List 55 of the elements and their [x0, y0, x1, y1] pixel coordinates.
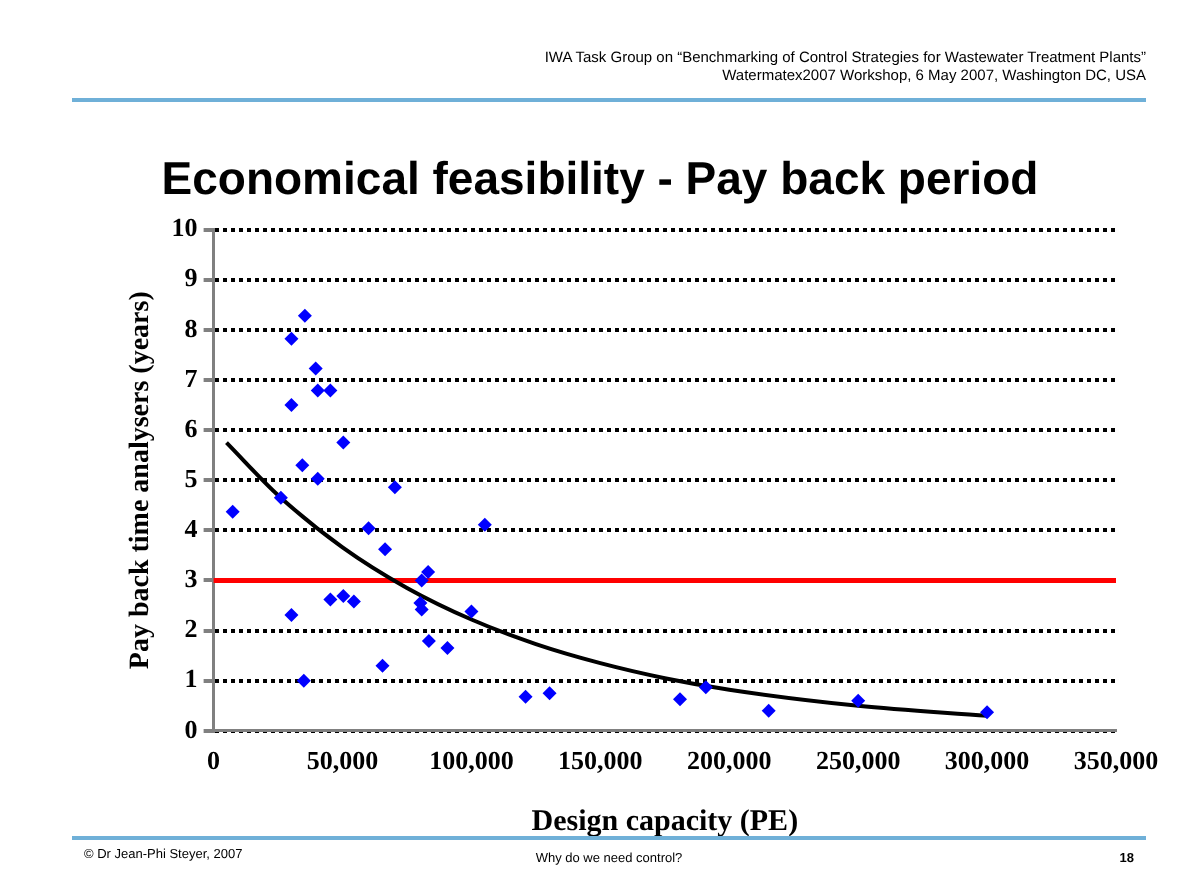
point [336, 588, 351, 603]
point [284, 608, 299, 623]
y-tick-label: 2 [184, 613, 198, 644]
point [310, 471, 325, 486]
x-tick-label: 50,000 [306, 745, 379, 776]
x-tick-label: 0 [207, 745, 221, 776]
y-tick-label: 7 [184, 362, 199, 393]
point [361, 521, 376, 536]
y-tick-label: 4 [184, 513, 199, 544]
point [698, 680, 713, 695]
x-tick-label: 350,000 [1073, 745, 1159, 776]
y-axis-title: Pay back time analysers (years) [126, 290, 157, 670]
point [421, 634, 436, 649]
point [346, 594, 361, 609]
point [414, 573, 429, 588]
point [310, 383, 325, 398]
point [375, 658, 390, 673]
point [323, 592, 338, 607]
x-tick-label: 300,000 [944, 745, 1030, 776]
point [225, 504, 240, 519]
x-tick-label: 250,000 [815, 745, 901, 776]
point [440, 641, 455, 656]
y-tick-label: 1 [184, 663, 198, 694]
y-tick-label: 8 [184, 312, 199, 343]
x-tick-label: 150,000 [558, 745, 643, 776]
y-tick-label: 3 [184, 563, 199, 594]
point [297, 308, 312, 323]
point [387, 480, 402, 495]
point [284, 331, 299, 346]
point [851, 693, 866, 708]
point [323, 383, 338, 398]
point [542, 686, 557, 701]
y-tick-label: 6 [184, 412, 199, 443]
y-tick-label: 9 [184, 262, 199, 293]
point [295, 458, 310, 473]
y-tick-label: 5 [184, 462, 199, 493]
y-tick-label: 10 [171, 212, 198, 243]
x-axis-title: Design capacity (PE) [531, 805, 799, 838]
point [336, 435, 351, 450]
point [378, 542, 393, 557]
y-tick-label: 0 [184, 713, 198, 744]
point [980, 705, 995, 720]
point [284, 398, 299, 413]
point [477, 517, 492, 532]
x-tick-label: 200,000 [687, 745, 772, 776]
x-tick-label: 100,000 [429, 745, 514, 776]
point [464, 604, 479, 619]
point [273, 490, 288, 505]
chart-title: Economical feasibility - Pay back period [159, 152, 1041, 206]
point [761, 703, 776, 718]
point [421, 564, 436, 579]
point [518, 689, 533, 704]
point [296, 673, 311, 688]
point [308, 361, 323, 376]
point [673, 692, 688, 707]
